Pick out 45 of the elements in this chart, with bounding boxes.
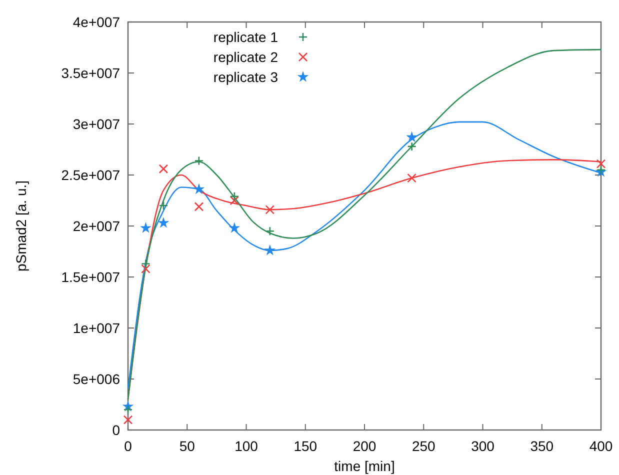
y-axis-title: pSmad2 [a. u.] bbox=[13, 180, 29, 272]
point bbox=[141, 264, 150, 274]
y-tick-label: 1.5e+007 bbox=[61, 269, 120, 285]
point bbox=[265, 205, 275, 214]
point bbox=[596, 159, 606, 168]
x-tick-label: 350 bbox=[530, 438, 554, 454]
x-tick-label: 200 bbox=[352, 438, 376, 454]
x-tick-label: 100 bbox=[234, 438, 258, 454]
point bbox=[193, 183, 205, 194]
point bbox=[406, 131, 418, 142]
point bbox=[140, 222, 152, 233]
x-tick-label: 250 bbox=[412, 438, 436, 454]
point bbox=[230, 192, 240, 202]
point bbox=[123, 415, 133, 424]
y-tick-label: 2.5e+007 bbox=[61, 167, 120, 183]
x-tick-label: 400 bbox=[589, 438, 613, 454]
y-tick-label: 5e+006 bbox=[72, 371, 120, 387]
point bbox=[407, 142, 416, 152]
y-tick-label: 3e+007 bbox=[72, 116, 120, 132]
point bbox=[230, 196, 240, 206]
point bbox=[228, 222, 240, 233]
point bbox=[264, 244, 276, 256]
line-series bbox=[127, 48, 602, 400]
x-tick-label: 300 bbox=[471, 438, 495, 454]
legend-label: replicate 2 bbox=[213, 49, 278, 65]
x-tick-label: 50 bbox=[179, 438, 196, 454]
y-tick-label: 3.5e+007 bbox=[61, 65, 120, 81]
y-tick-label: 1e+007 bbox=[72, 320, 120, 336]
point bbox=[194, 202, 204, 212]
x-axis-title: time [min] bbox=[334, 458, 395, 474]
legend-label: replicate 1 bbox=[213, 29, 278, 45]
point bbox=[194, 156, 204, 166]
point bbox=[407, 173, 416, 183]
x-tick-label: 150 bbox=[294, 438, 318, 454]
y-tick-label: 0 bbox=[112, 422, 120, 438]
point bbox=[141, 259, 150, 268]
point bbox=[265, 226, 275, 236]
y-tick-label: 2e+007 bbox=[72, 218, 120, 234]
point bbox=[158, 216, 170, 228]
point bbox=[158, 164, 168, 174]
x-tick-label: 0 bbox=[124, 438, 132, 454]
legend-label: replicate 3 bbox=[213, 69, 278, 85]
point bbox=[123, 404, 133, 414]
point bbox=[158, 200, 168, 210]
y-tick-label: 4e+007 bbox=[72, 14, 120, 30]
